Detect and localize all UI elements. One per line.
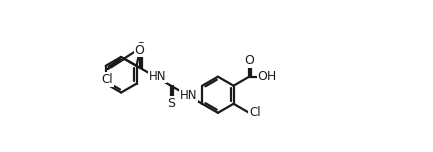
Text: HN: HN (149, 70, 166, 83)
Text: S: S (167, 97, 175, 110)
Text: S: S (136, 41, 144, 54)
Text: O: O (244, 54, 254, 67)
Text: HN: HN (180, 89, 197, 102)
Text: Cl: Cl (102, 73, 113, 86)
Text: O: O (135, 44, 145, 57)
Text: Cl: Cl (249, 106, 261, 119)
Text: OH: OH (258, 70, 277, 83)
